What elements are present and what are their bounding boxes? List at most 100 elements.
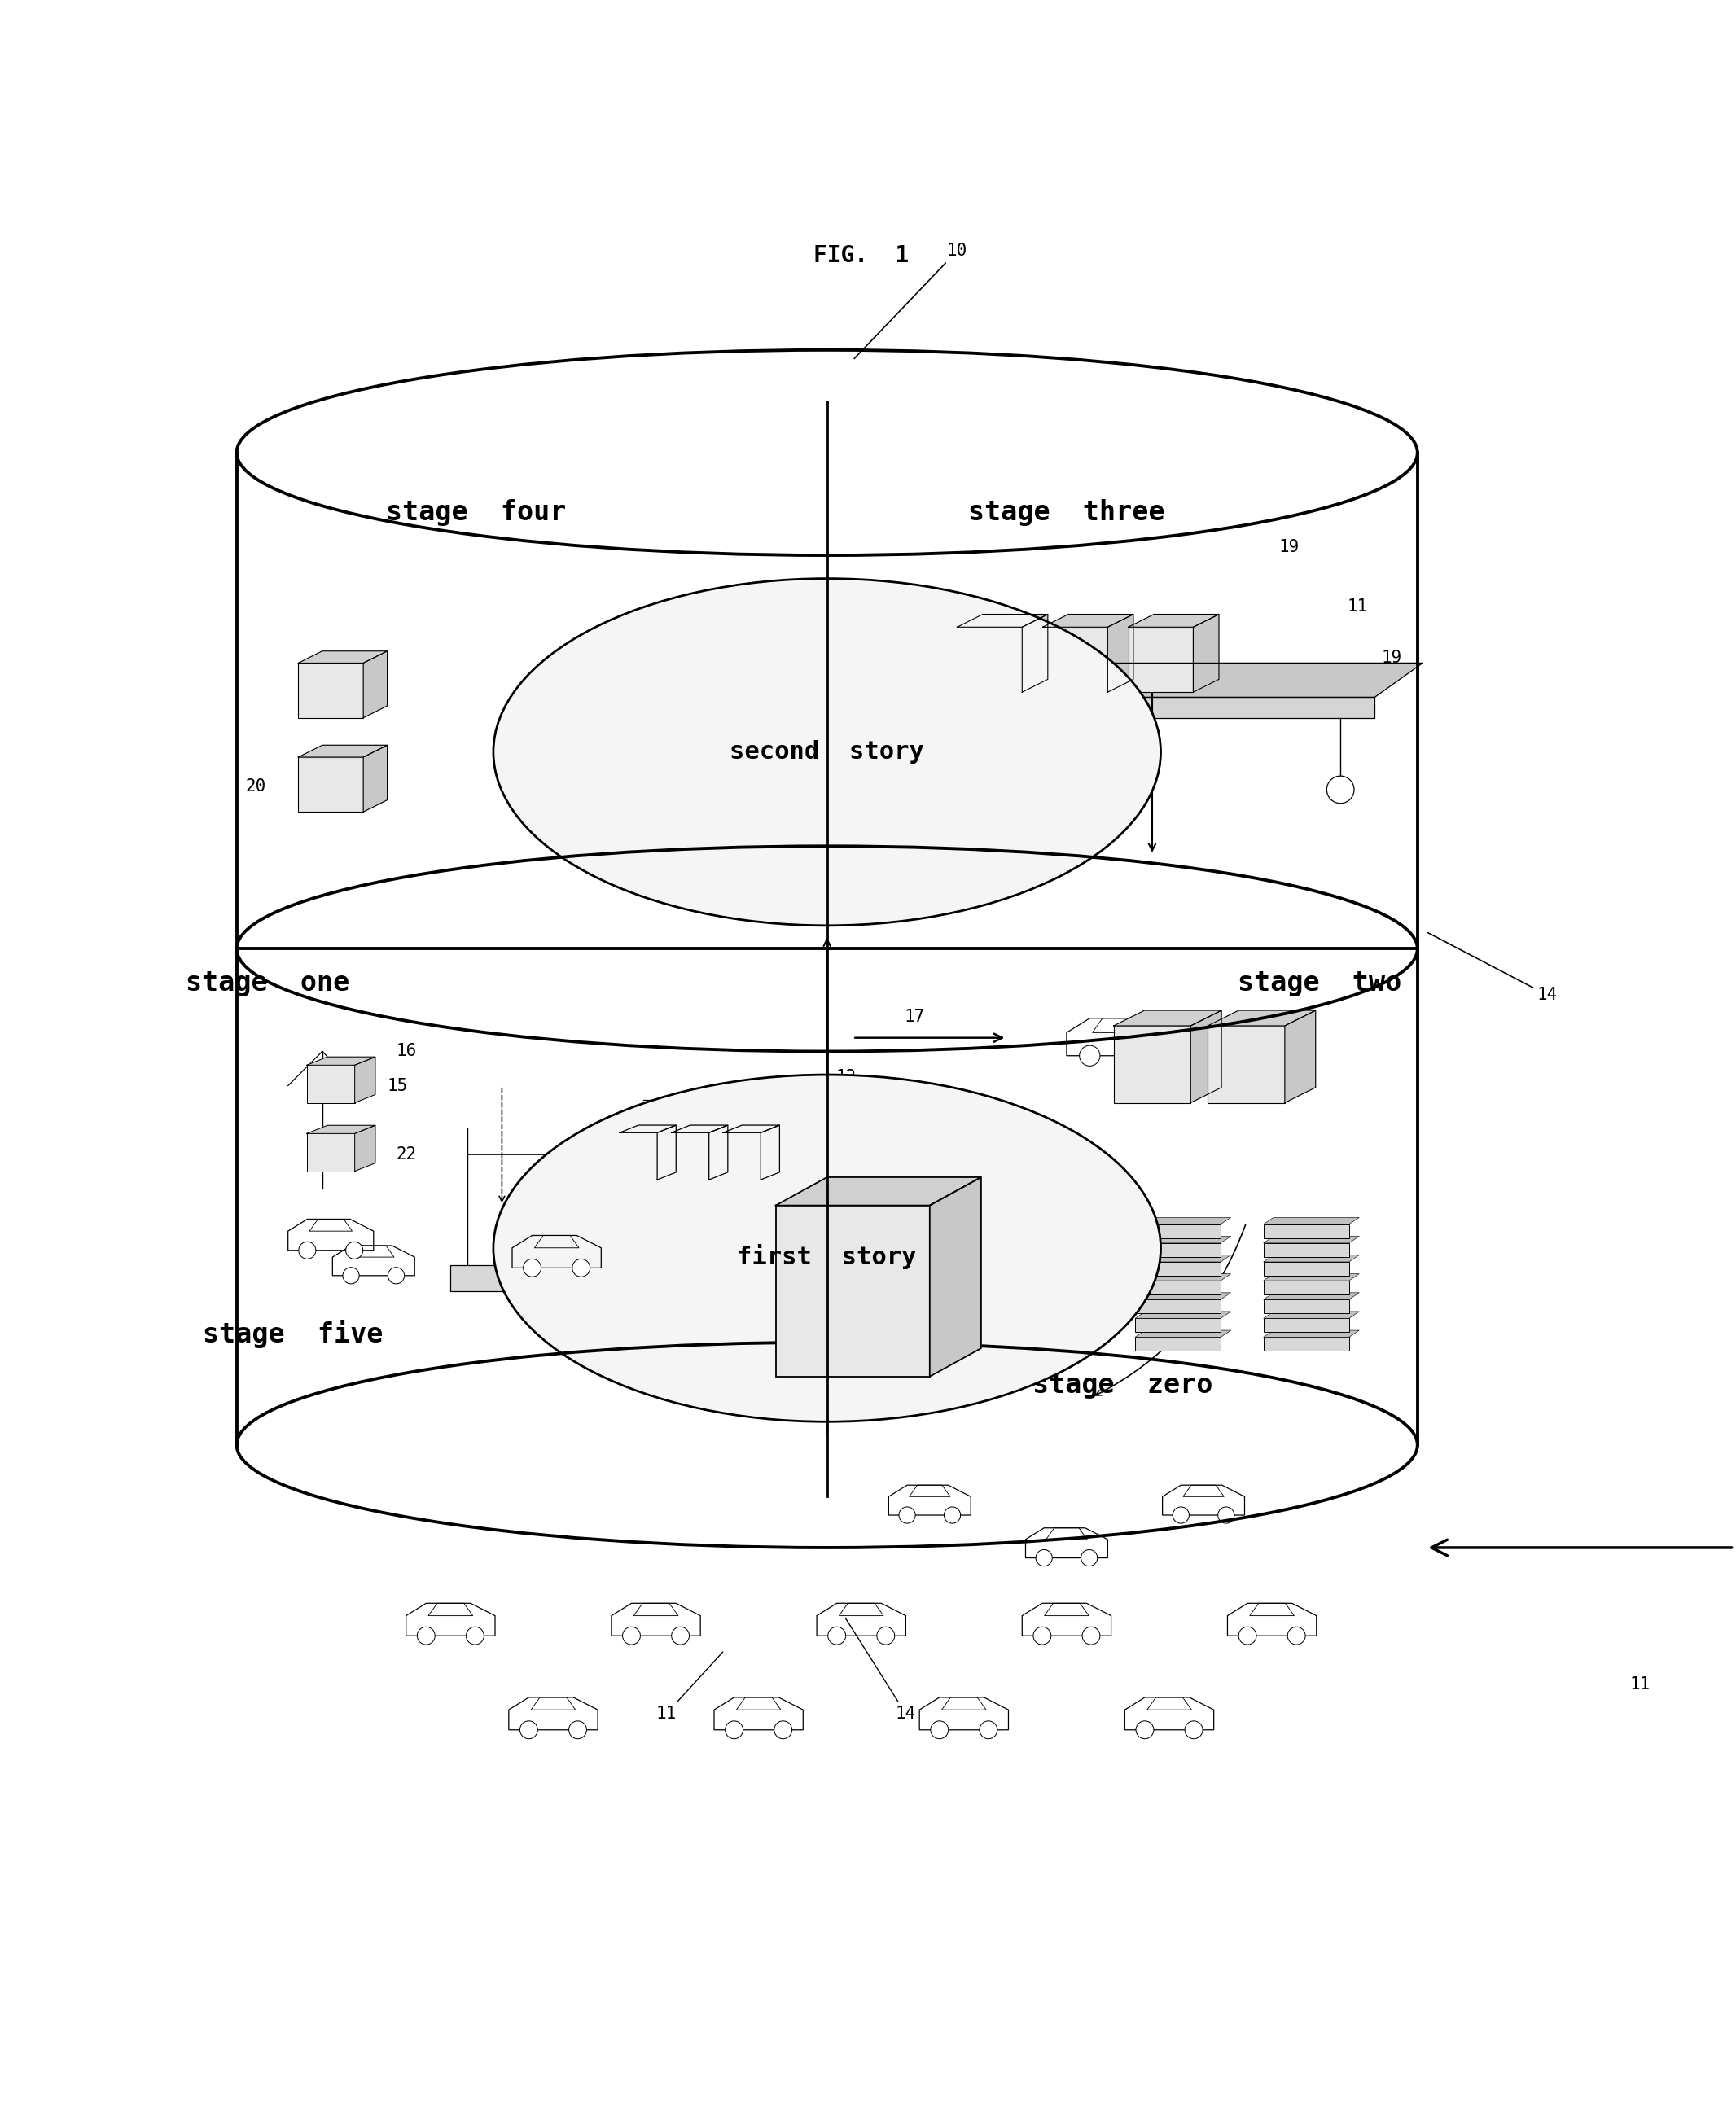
Polygon shape xyxy=(1023,615,1049,691)
Polygon shape xyxy=(826,1319,913,1331)
Polygon shape xyxy=(1135,1338,1220,1350)
Circle shape xyxy=(1135,1721,1154,1738)
Circle shape xyxy=(623,1626,641,1645)
Polygon shape xyxy=(981,1255,1076,1261)
Polygon shape xyxy=(826,1274,924,1280)
Polygon shape xyxy=(1726,621,1736,630)
Circle shape xyxy=(672,1626,689,1645)
Polygon shape xyxy=(826,1255,924,1261)
Text: 10: 10 xyxy=(854,244,967,358)
Circle shape xyxy=(715,831,736,852)
Circle shape xyxy=(1733,1730,1736,1753)
Polygon shape xyxy=(307,1058,375,1064)
Polygon shape xyxy=(1135,1223,1220,1238)
Polygon shape xyxy=(1043,615,1134,628)
Polygon shape xyxy=(691,1319,776,1331)
Text: stage  zero: stage zero xyxy=(1033,1372,1213,1399)
Circle shape xyxy=(1326,776,1354,803)
Polygon shape xyxy=(930,1177,981,1376)
Polygon shape xyxy=(981,1261,1066,1276)
Polygon shape xyxy=(826,1280,913,1295)
Circle shape xyxy=(299,1242,316,1259)
Polygon shape xyxy=(981,1223,1066,1238)
Text: 19: 19 xyxy=(1382,651,1403,666)
Polygon shape xyxy=(826,1217,924,1223)
Polygon shape xyxy=(299,746,387,757)
Polygon shape xyxy=(1726,606,1736,621)
Polygon shape xyxy=(1264,1274,1359,1280)
Text: 22: 22 xyxy=(396,1147,417,1162)
Circle shape xyxy=(1082,1550,1097,1567)
Polygon shape xyxy=(1191,1011,1222,1102)
Polygon shape xyxy=(1108,615,1134,691)
Polygon shape xyxy=(981,1319,1066,1331)
Circle shape xyxy=(877,1626,894,1645)
Polygon shape xyxy=(691,1300,776,1312)
Polygon shape xyxy=(1135,1255,1231,1261)
Circle shape xyxy=(417,1626,436,1645)
Polygon shape xyxy=(1726,598,1736,606)
Polygon shape xyxy=(826,1242,913,1257)
Bar xyxy=(620,1132,658,1179)
Polygon shape xyxy=(826,1293,924,1300)
Polygon shape xyxy=(981,1217,1076,1223)
Text: 11: 11 xyxy=(1347,598,1368,615)
Polygon shape xyxy=(981,1274,1076,1280)
Bar xyxy=(307,1064,354,1102)
Polygon shape xyxy=(1264,1261,1349,1276)
Bar xyxy=(1208,1026,1285,1102)
Polygon shape xyxy=(1726,687,1736,695)
Bar xyxy=(724,1132,760,1179)
Bar xyxy=(672,1132,708,1179)
Polygon shape xyxy=(1264,1242,1349,1257)
Polygon shape xyxy=(691,1255,786,1261)
Polygon shape xyxy=(1264,1280,1349,1295)
Polygon shape xyxy=(1264,1312,1359,1319)
Polygon shape xyxy=(981,1300,1066,1312)
Polygon shape xyxy=(1726,674,1736,689)
Polygon shape xyxy=(1264,1217,1359,1223)
Text: second  story: second story xyxy=(729,740,924,763)
Bar xyxy=(930,697,1375,719)
Polygon shape xyxy=(1264,1236,1359,1242)
Polygon shape xyxy=(354,1126,375,1170)
Bar xyxy=(776,1206,930,1376)
Bar xyxy=(307,1134,354,1170)
Circle shape xyxy=(1080,1045,1101,1066)
Circle shape xyxy=(519,1721,538,1738)
Polygon shape xyxy=(691,1293,786,1300)
Text: 14: 14 xyxy=(1429,933,1557,1003)
Circle shape xyxy=(1036,1550,1052,1567)
Polygon shape xyxy=(1726,731,1736,740)
Polygon shape xyxy=(691,1312,786,1319)
Text: 12: 12 xyxy=(835,1068,856,1085)
Circle shape xyxy=(1186,1721,1203,1738)
Polygon shape xyxy=(354,1058,375,1102)
Polygon shape xyxy=(691,1331,786,1338)
Polygon shape xyxy=(1726,630,1736,644)
Polygon shape xyxy=(708,1126,727,1179)
Polygon shape xyxy=(1264,1223,1349,1238)
Polygon shape xyxy=(1726,651,1736,666)
Polygon shape xyxy=(1726,763,1736,778)
Polygon shape xyxy=(957,615,1049,628)
Circle shape xyxy=(387,1268,404,1285)
Circle shape xyxy=(1082,1626,1101,1645)
Text: stage  five: stage five xyxy=(203,1319,382,1348)
Bar xyxy=(451,1266,665,1291)
Polygon shape xyxy=(1135,1242,1220,1257)
Polygon shape xyxy=(1128,615,1219,628)
Text: 17: 17 xyxy=(904,1009,925,1026)
Polygon shape xyxy=(1726,695,1736,710)
Polygon shape xyxy=(691,1217,786,1223)
Polygon shape xyxy=(981,1280,1066,1295)
Circle shape xyxy=(979,1721,996,1738)
Bar xyxy=(1043,628,1108,691)
Polygon shape xyxy=(691,1242,776,1257)
Polygon shape xyxy=(826,1236,924,1242)
Text: 15: 15 xyxy=(387,1077,408,1094)
Circle shape xyxy=(726,1721,743,1738)
Text: stage  four: stage four xyxy=(385,498,566,526)
Polygon shape xyxy=(691,1274,786,1280)
Polygon shape xyxy=(363,746,387,812)
